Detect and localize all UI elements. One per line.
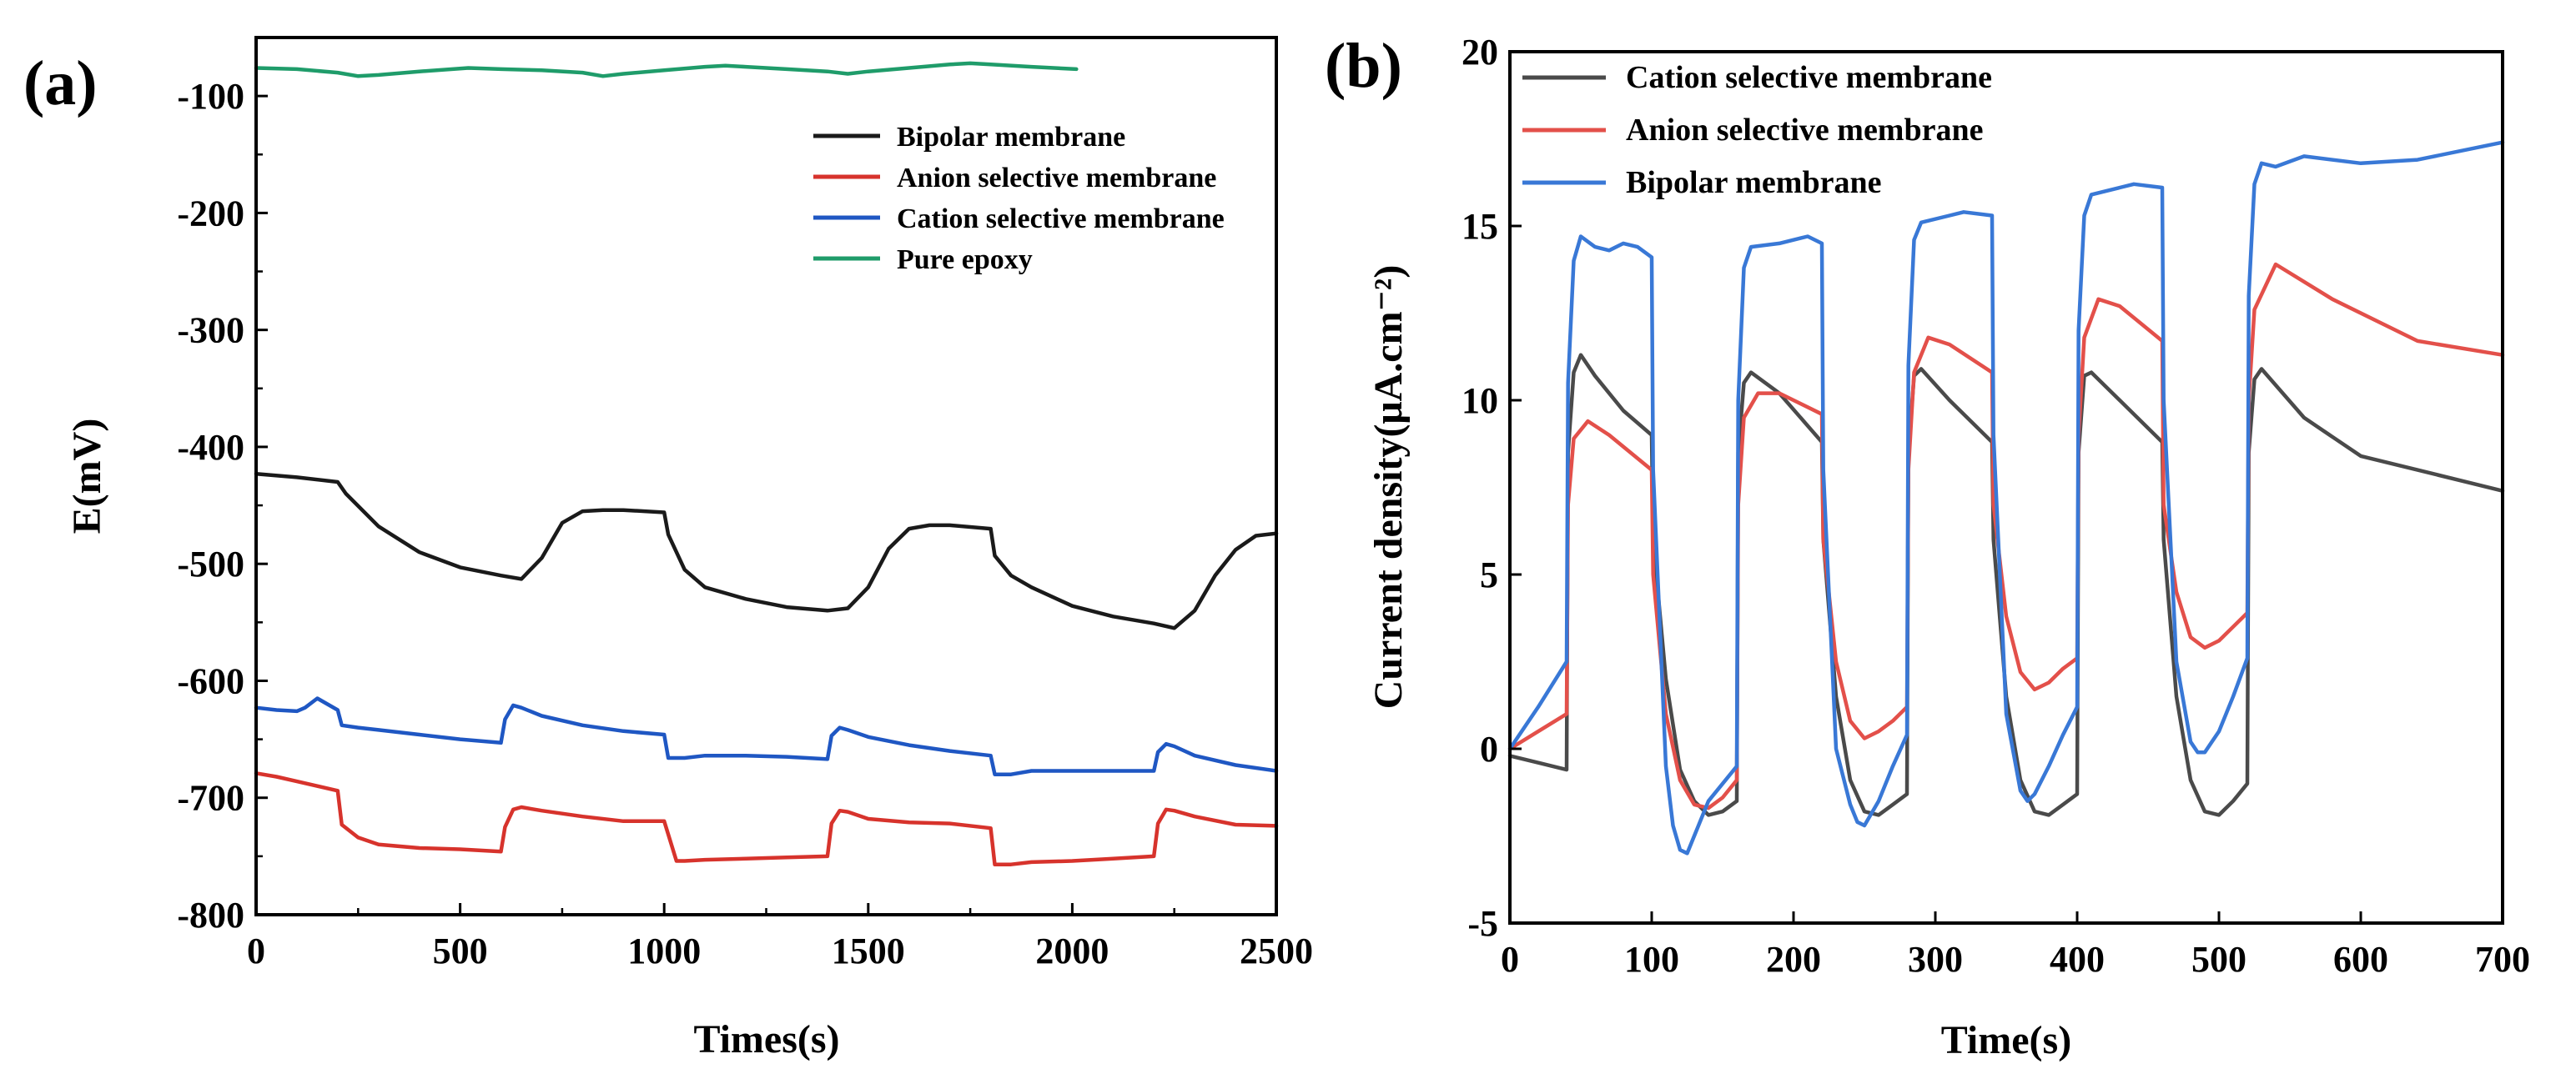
b-x-tick-label: 200 xyxy=(1766,939,1821,980)
a-y-tick-label: -800 xyxy=(177,895,244,936)
panel-a: (a) Bipolar membrane Anion selective memb… xyxy=(23,36,1313,1061)
panel-b: (b) Cation selective membrane Anion selec… xyxy=(1325,31,2530,1062)
a-series-line-4 xyxy=(254,61,1079,78)
panel-a-x-axis-label: Times(s) xyxy=(693,1017,839,1061)
b-x-tick-label: 700 xyxy=(2475,939,2530,980)
a-x-tick-label: 0 xyxy=(247,931,265,971)
b-x-tick-label: 400 xyxy=(2050,939,2105,980)
b-y-tick-label: 5 xyxy=(1480,555,1498,595)
a-legend-label-3: Cation selective membrane xyxy=(897,203,1225,234)
a-x-tick-label: 1000 xyxy=(627,931,701,971)
a-y-tick-label: -200 xyxy=(177,193,244,233)
b-series-line-1 xyxy=(1507,353,2505,817)
a-y-tick-label: -100 xyxy=(177,76,244,117)
b-legend-label-1: Cation selective membrane xyxy=(1626,60,1992,95)
a-y-tick-label: -500 xyxy=(177,544,244,585)
b-legend-label-3: Bipolar membrane xyxy=(1626,165,1881,200)
panel-a-label: (a) xyxy=(23,48,98,118)
panel-b-y-axis-label: Current density(μA.cm⁻²) xyxy=(1366,265,1411,710)
panel-b-series xyxy=(1507,140,2505,856)
panel-a-y-axis-label: E(mV) xyxy=(65,419,109,534)
a-series-line-1 xyxy=(254,471,1279,630)
b-y-tick-label: -5 xyxy=(1467,903,1498,944)
b-series-line-3 xyxy=(1507,140,2505,856)
panel-a-axis-ticks: 0 500 1000 1500 2000 2500 -100 -200 -300 -400 -500… xyxy=(177,76,1313,971)
a-x-tick-label: 2500 xyxy=(1240,931,1313,971)
b-x-tick-label: 300 xyxy=(1908,939,1963,980)
a-legend-label-4: Pure epoxy xyxy=(897,244,1033,275)
a-y-tick-label: -400 xyxy=(177,427,244,468)
b-legend-label-2: Anion selective membrane xyxy=(1626,113,1983,148)
b-series-line-2 xyxy=(1507,262,2505,810)
panel-b-plot-frame xyxy=(1508,50,2504,925)
a-x-tick-label: 500 xyxy=(433,931,488,971)
panel-b-label: (b) xyxy=(1325,31,1402,101)
b-x-tick-label: 600 xyxy=(2333,939,2388,980)
a-y-tick-label: -600 xyxy=(177,660,244,701)
a-x-tick-label: 1500 xyxy=(832,931,905,971)
panel-a-legend: Bipolar membrane Anion selective membrane… xyxy=(813,122,1225,275)
b-y-tick-label: 0 xyxy=(1480,729,1498,770)
a-x-tick-label: 2000 xyxy=(1035,931,1109,971)
a-y-tick-label: -700 xyxy=(177,778,244,819)
a-legend-label-1: Bipolar membrane xyxy=(897,122,1125,153)
panel-b-legend: Cation selective membrane Anion selective… xyxy=(1522,60,1992,200)
a-series-line-3 xyxy=(254,696,1279,776)
b-x-tick-label: 500 xyxy=(2191,939,2246,980)
b-y-tick-label: 20 xyxy=(1462,32,1498,73)
b-y-tick-label: 10 xyxy=(1462,380,1498,421)
b-y-tick-label: 15 xyxy=(1462,206,1498,247)
a-legend-label-2: Anion selective membrane xyxy=(897,163,1216,193)
b-x-tick-label: 0 xyxy=(1501,939,1519,980)
a-series-line-2 xyxy=(254,771,1279,866)
a-y-tick-label: -300 xyxy=(177,310,244,351)
b-x-tick-label: 100 xyxy=(1624,939,1679,980)
panel-a-series xyxy=(254,61,1279,866)
panel-b-x-axis-label: Time(s) xyxy=(1941,1018,2071,1062)
